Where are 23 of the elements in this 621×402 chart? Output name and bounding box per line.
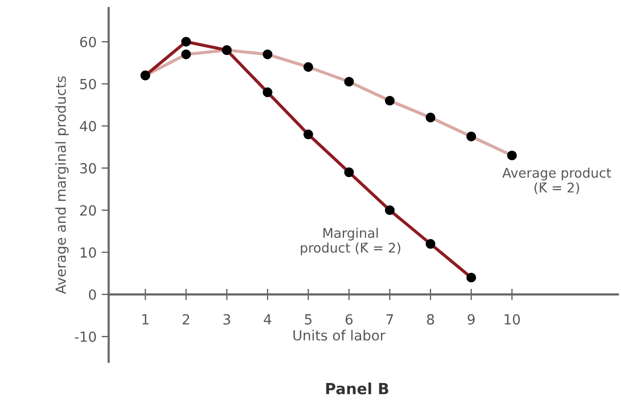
x-tick-label: 10 (504, 314, 520, 325)
y-tick-label: 0 (88, 289, 96, 300)
x-tick-label: 5 (304, 314, 312, 325)
y-tick-label: 40 (80, 120, 96, 132)
y-tick-label: 50 (80, 78, 96, 90)
x-tick-label: 1 (142, 314, 148, 324)
x-axis-title: Units of labor (293, 330, 386, 341)
x-tick-label: 4 (264, 314, 272, 324)
x-tick-label: 8 (427, 314, 434, 325)
x-tick-label: 3 (223, 314, 230, 325)
x-tick-label: 7 (386, 314, 393, 324)
x-tick-label: 2 (182, 314, 190, 324)
text: Panel B (326, 382, 388, 394)
y-tick-label: 10 (80, 247, 96, 258)
x-tick-label: 6 (346, 314, 353, 325)
y-tick-label: 20 (80, 205, 96, 216)
annotation: Average product (K̄ = 2) (502, 168, 612, 194)
annotation: Marginal product (K̄ = 2) (300, 228, 400, 256)
y-tick-label: -10 (74, 332, 96, 342)
x-tick-label: 9 (468, 314, 475, 325)
y-tick-label: 60 (80, 36, 96, 48)
y-axis-title: Average and marginal products (55, 76, 69, 294)
y-tick-label: 30 (80, 163, 96, 174)
